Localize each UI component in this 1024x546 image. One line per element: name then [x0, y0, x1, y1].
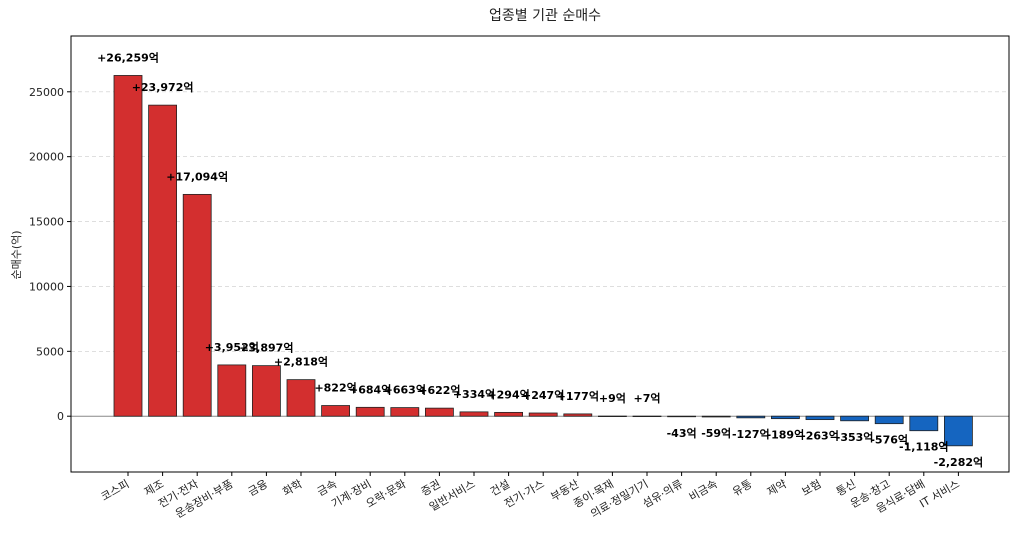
bar [148, 104, 178, 417]
data-label: +177억 [557, 390, 599, 403]
data-label: +17,094억 [166, 170, 228, 183]
bar [355, 406, 385, 417]
plot-frame [70, 35, 1010, 473]
grid-layer [71, 91, 1009, 417]
chart-title: 업종별 기관 순매수 [489, 8, 601, 24]
bar [494, 411, 524, 417]
x-tick-label: IT 서비스 [917, 477, 961, 510]
data-label: -43억 [667, 427, 697, 440]
data-label: +2,818억 [274, 356, 328, 369]
x-tick-label: 유통 [730, 477, 754, 498]
data-label: +26,259억 [97, 51, 159, 64]
bar [909, 415, 939, 432]
x-tick-label: 화학 [280, 477, 304, 498]
bar [286, 379, 316, 417]
data-label: -2,282억 [934, 456, 983, 469]
data-label: +684억 [349, 383, 391, 396]
data-label: +3,952억 [205, 341, 259, 354]
x-tick-label: 섬유·의류 [641, 477, 686, 510]
bar [771, 415, 800, 420]
data-label: -576억 [870, 434, 908, 447]
data-label: +663억 [384, 384, 426, 397]
bar [632, 415, 662, 418]
bar [321, 405, 351, 417]
data-label: +9억 [599, 392, 626, 405]
x-tick-label: 전기·가스 [502, 477, 547, 510]
bar [840, 415, 869, 422]
x-tick-label: 제약 [764, 476, 789, 498]
x-tick-label: 코스피 [99, 477, 132, 503]
bar [113, 75, 143, 417]
bar [390, 407, 420, 417]
data-label: +294억 [487, 388, 529, 401]
y-tick-label: 0 [57, 410, 64, 423]
data-label-layer: +26,259억+23,972억+17,094억+3,952억+3,897억+2… [97, 51, 983, 468]
bar [217, 364, 247, 417]
bar [424, 407, 454, 417]
x-tick-label: 비금속 [687, 477, 720, 503]
y-axis-label: 순매수(억) [10, 230, 23, 279]
bar [736, 415, 766, 419]
bar [563, 413, 593, 417]
bar-layer [113, 75, 973, 447]
x-tick-label: 금융 [246, 477, 270, 498]
bar [251, 365, 281, 417]
bar [667, 415, 696, 418]
bar [701, 415, 731, 418]
data-label: +622억 [418, 384, 460, 397]
data-label: +822억 [314, 382, 356, 395]
bar [874, 415, 904, 425]
data-label: +3,897억 [239, 342, 293, 355]
y-tick-label: 15000 [29, 216, 64, 229]
data-label: +247억 [522, 389, 564, 402]
y-tick-label: 5000 [36, 345, 64, 358]
data-label: -353억 [836, 431, 874, 444]
bar [944, 415, 973, 447]
bar [182, 193, 212, 417]
y-tick-label: 20000 [29, 151, 64, 164]
bar [598, 415, 627, 417]
bar [459, 411, 489, 417]
data-label: +23,972억 [132, 81, 194, 94]
data-label: -1,118억 [899, 441, 948, 454]
bar [528, 412, 558, 417]
data-label: -127억 [732, 428, 770, 441]
x-tick-label: 보험 [799, 477, 823, 498]
data-label: -59억 [701, 427, 731, 440]
y-tick-label: 25000 [29, 86, 64, 99]
data-label: +334억 [453, 388, 495, 401]
bar [805, 415, 835, 421]
data-label: -189억 [767, 429, 805, 442]
data-label: -263억 [801, 430, 839, 443]
x-tick-label: 오락·문화 [364, 477, 409, 510]
y-tick-label: 10000 [29, 280, 64, 293]
data-label: +7억 [634, 392, 661, 405]
